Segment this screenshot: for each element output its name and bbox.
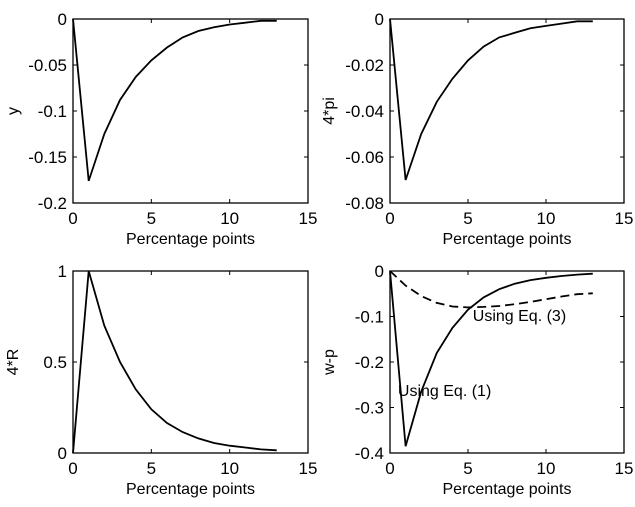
panel-interest-rate-xtick-label: 5 [147,459,156,478]
panel-inflation-xtick-label: 5 [463,209,472,228]
panel-real-wage-ytick-label: -0.1 [355,308,384,327]
panel-inflation-ylabel: 4*pi [321,97,338,125]
panel-y-xtick-label: 0 [68,209,77,228]
panel-y-ytick-label: -0.2 [38,194,67,213]
panel-y-xtick-label: 10 [220,209,239,228]
panel-interest-rate-ytick-label: 1 [58,262,67,281]
panel-real-wage-xtick-label: 10 [537,459,556,478]
panel-interest-rate-frame [72,270,309,454]
panel-interest-rate-series-solid-line [72,270,277,454]
panel-interest-rate-xtick-label: 0 [68,459,77,478]
panel-interest-rate-xlabel: Percentage points [126,481,255,498]
panel-real-wage-annotation: Using Eq. (3) [473,308,566,325]
panel-inflation-xtick-label: 10 [537,209,556,228]
panel-y-xtick-label: 5 [147,209,156,228]
panel-inflation-ytick-label: 0 [375,10,384,29]
panel-y-ytick-label: -0.05 [28,56,67,75]
panel-y-series-solid-line [72,18,277,182]
panel-interest-rate-ylabel: 4*R [5,349,22,376]
panel-inflation-ytick-label: -0.08 [345,194,384,213]
panel-real-wage-annotation: Using Eq. (1) [398,383,491,400]
panel-real-wage-ytick-label: 0 [375,262,384,281]
panel-y-ytick-label: 0 [58,10,67,29]
panel-inflation-xtick-label: 0 [385,209,394,228]
panel-real-wage-series-dashed-line [389,270,593,309]
panel-y-xlabel: Percentage points [126,231,255,248]
panel-interest-rate-ytick-label: 0 [58,444,67,463]
panel-inflation-frame [389,18,625,204]
panel-inflation-xtick-label: 15 [615,209,634,228]
panel-inflation-ytick-label: -0.04 [345,102,384,121]
panel-y-ytick-label: -0.15 [28,148,67,167]
panel-real-wage-ytick-label: -0.2 [355,353,384,372]
panel-y-ytick-label: -0.1 [38,102,67,121]
panel-inflation-ytick-label: -0.06 [345,148,384,167]
panel-inflation-ytick-label: -0.02 [345,56,384,75]
panel-real-wage-series-solid-line [389,270,593,447]
panel-real-wage-ytick-label: -0.3 [355,399,384,418]
panel-inflation-xlabel: Percentage points [443,231,572,248]
panel-interest-rate-ytick-label: 0.5 [43,353,67,372]
panel-real-wage-ytick-label: -0.4 [355,444,384,463]
panel-real-wage-ylabel: w-p [321,349,338,376]
panel-y-frame [72,18,309,204]
panel-real-wage-xtick-label: 15 [615,459,634,478]
panel-real-wage-xtick-label: 5 [463,459,472,478]
panel-real-wage-xlabel: Percentage points [443,481,572,498]
panel-real-wage-xtick-label: 0 [385,459,394,478]
panel-inflation-series-solid-line [389,18,593,181]
panel-y-xtick-label: 15 [299,209,318,228]
panel-y-ylabel: y [5,107,22,115]
panel-interest-rate-xtick-label: 15 [299,459,318,478]
panel-interest-rate-xtick-label: 10 [220,459,239,478]
